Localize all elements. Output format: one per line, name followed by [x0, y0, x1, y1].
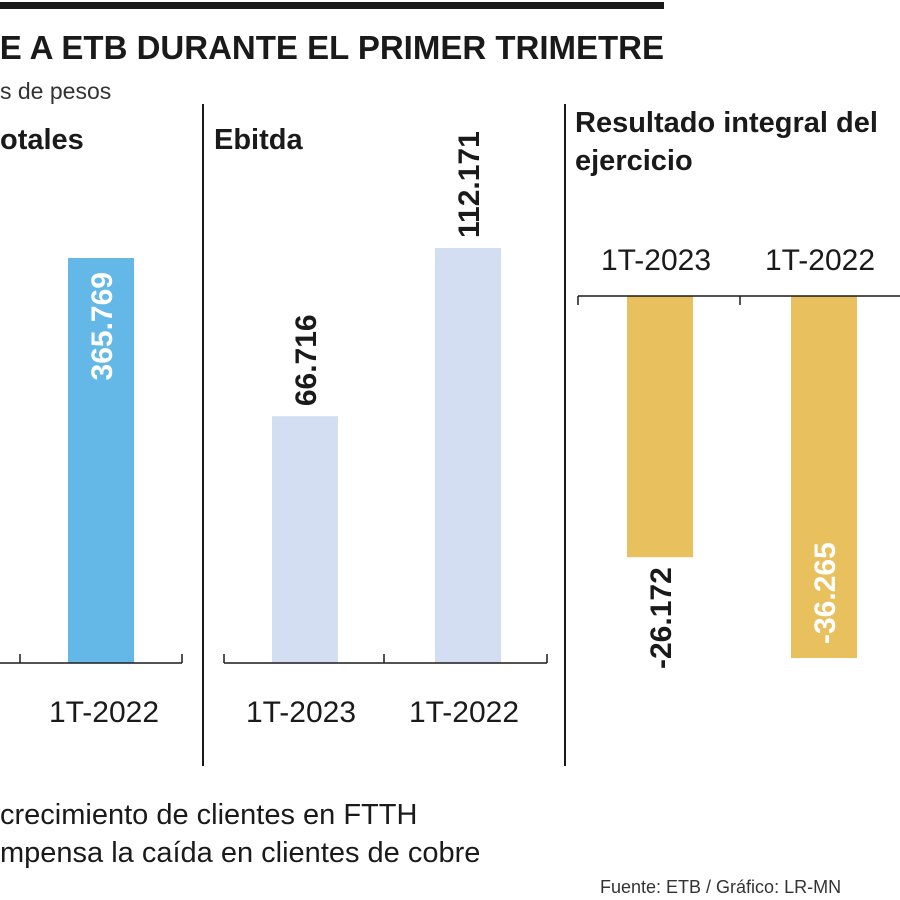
source-credit: Fuente: ETB / Gráfico: LR-MN — [600, 877, 842, 897]
top-rule — [0, 2, 664, 9]
panel-divider-1 — [202, 104, 204, 766]
panel-title-totales: otales — [0, 124, 84, 156]
panel-divider-2 — [564, 104, 566, 766]
footer-line-2: mpensa la caída en clientes de cobre — [0, 837, 481, 869]
footer-note: crecimiento de clientes en FTTH mpensa l… — [0, 796, 560, 876]
x-tick-label-ebitda-0: 1T-2023 — [246, 696, 356, 729]
value-label-resultado-1: -36.265 — [809, 542, 842, 644]
bar-ebitda-1 — [435, 248, 501, 663]
panel-title-ebitda: Ebitda — [214, 124, 303, 156]
panel-title-resultado: Resultado integral del ejercicio — [575, 107, 878, 177]
value-label-totales-0: 365.769 — [86, 272, 119, 380]
chart-canvas: 365.769 1T-2022 66.716 1T-2023 112.171 1T-202… — [0, 131, 900, 729]
x-tick-label-resultado-1: 1T-2022 — [765, 244, 875, 277]
bar-resultado-1 — [791, 296, 857, 658]
value-label-ebitda-1: 112.171 — [453, 131, 486, 238]
chart-title: E A ETB DURANTE EL PRIMER TRIMETRE — [0, 29, 664, 66]
value-label-resultado-0: -26.172 — [645, 567, 678, 669]
x-tick-label-ebitda-1: 1T-2022 — [409, 696, 519, 729]
bar-totales-0 — [68, 258, 134, 663]
value-label-ebitda-0: 66.716 — [290, 314, 323, 406]
bar-resultado-0 — [627, 296, 693, 558]
bar-ebitda-0 — [272, 416, 338, 663]
footer-line-1: crecimiento de clientes en FTTH — [0, 799, 418, 831]
x-tick-label-totales-0: 1T-2022 — [49, 696, 159, 729]
chart-subtitle: s de pesos — [0, 78, 112, 104]
x-tick-label-resultado-0: 1T-2023 — [601, 244, 711, 277]
